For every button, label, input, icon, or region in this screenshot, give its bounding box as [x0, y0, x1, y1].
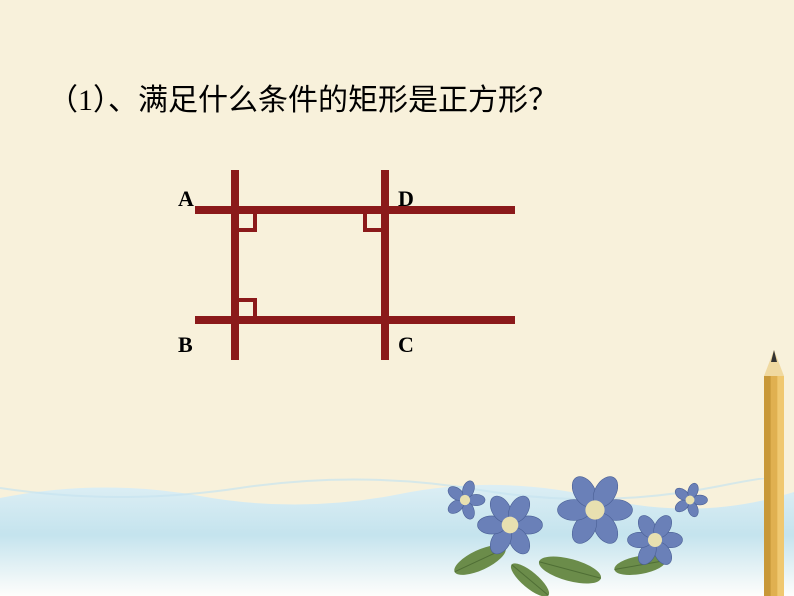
flowers-decoration [420, 430, 720, 596]
pencil-decoration [762, 350, 794, 596]
label-d: D [398, 186, 414, 212]
label-a: A [178, 186, 194, 212]
label-c: C [398, 332, 414, 358]
label-b: B [178, 332, 193, 358]
rectangle-diagram [185, 160, 525, 370]
question-text: （1）、满足什么条件的矩形是正方形？ [48, 75, 558, 119]
